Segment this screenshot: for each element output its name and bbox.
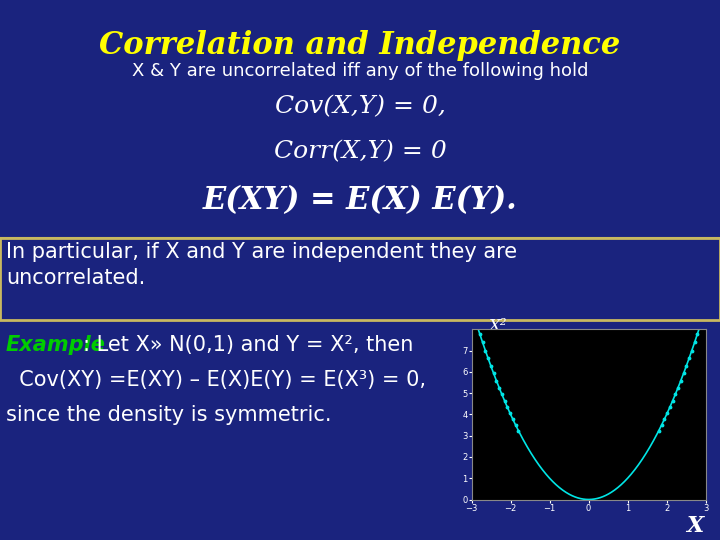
Point bbox=[692, 330, 703, 339]
Point bbox=[474, 330, 485, 339]
Point bbox=[667, 396, 678, 405]
Point bbox=[513, 426, 524, 435]
Point bbox=[694, 321, 706, 330]
Point bbox=[700, 304, 711, 313]
Point bbox=[670, 390, 681, 399]
Point bbox=[488, 369, 500, 377]
Point bbox=[653, 426, 665, 435]
Text: E(XY) = E(X) E(Y).: E(XY) = E(X) E(Y). bbox=[202, 185, 518, 216]
Point bbox=[502, 403, 513, 411]
Text: In particular, if X and Y are independent they are
uncorrelated.: In particular, if X and Y are independen… bbox=[6, 242, 517, 288]
Point bbox=[672, 383, 684, 392]
Point bbox=[490, 376, 502, 385]
Text: Cov(XY) =E(XY) – E(X)E(Y) = E(X³) = 0,: Cov(XY) =E(XY) – E(X)E(Y) = E(X³) = 0, bbox=[6, 370, 426, 390]
Text: Corr(X,Y) = 0: Corr(X,Y) = 0 bbox=[274, 140, 446, 163]
Point bbox=[493, 383, 505, 392]
Point bbox=[678, 369, 689, 377]
Point bbox=[664, 403, 675, 411]
Text: X: X bbox=[686, 515, 703, 537]
Point bbox=[675, 376, 687, 385]
Text: X & Y are uncorrelated iff any of the following hold: X & Y are uncorrelated iff any of the fo… bbox=[132, 62, 588, 80]
Text: Example: Example bbox=[6, 335, 106, 355]
Point bbox=[482, 354, 494, 363]
Text: : Let X» N(0,1) and Y = X², then: : Let X» N(0,1) and Y = X², then bbox=[83, 335, 413, 355]
Point bbox=[686, 346, 698, 355]
Point bbox=[680, 362, 692, 370]
Point bbox=[683, 354, 695, 363]
Point bbox=[499, 396, 510, 405]
Point bbox=[472, 321, 483, 330]
Point bbox=[496, 390, 508, 399]
Text: X²: X² bbox=[488, 318, 506, 335]
Text: Correlation and Independence: Correlation and Independence bbox=[99, 30, 621, 61]
Point bbox=[689, 338, 701, 347]
Point bbox=[656, 421, 667, 429]
Bar bbox=[0, 238, 720, 320]
Point bbox=[697, 313, 708, 321]
Point bbox=[505, 409, 516, 418]
Point bbox=[477, 338, 488, 347]
Point bbox=[485, 362, 497, 370]
Point bbox=[507, 415, 518, 424]
Point bbox=[466, 304, 477, 313]
Point bbox=[661, 409, 672, 418]
Point bbox=[659, 415, 670, 424]
Point bbox=[469, 313, 480, 321]
Point bbox=[480, 346, 491, 355]
Text: Cov(X,Y) = 0,: Cov(X,Y) = 0, bbox=[274, 95, 446, 118]
Point bbox=[510, 421, 521, 429]
Text: since the density is symmetric.: since the density is symmetric. bbox=[6, 405, 331, 425]
